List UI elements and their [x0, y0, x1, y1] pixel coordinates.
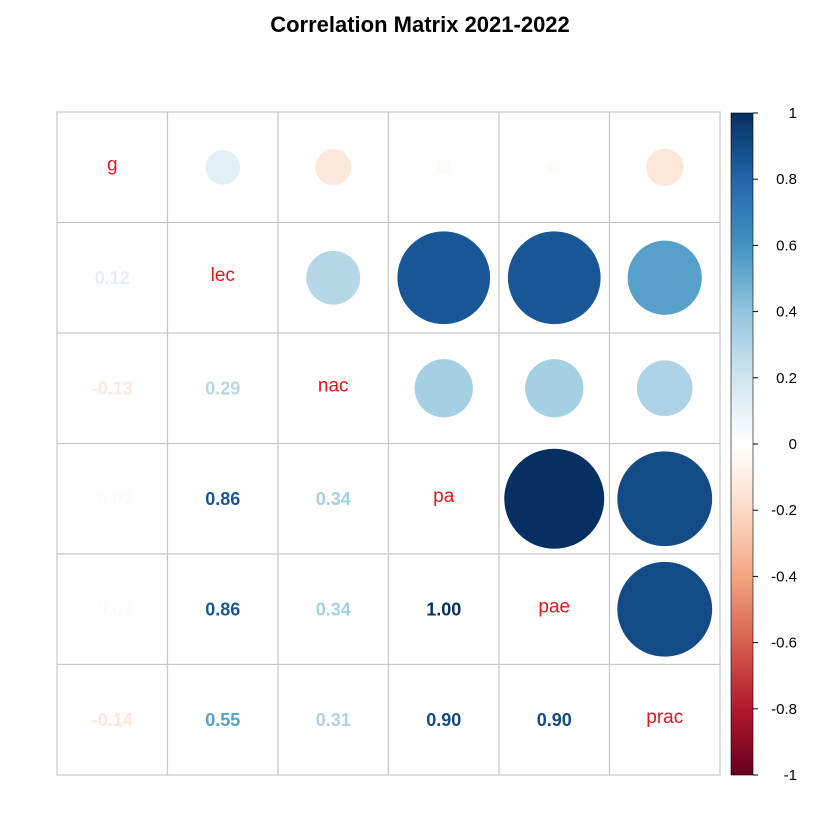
correlation-value-pae-lec: 0.86 — [205, 599, 240, 619]
correlation-value-pae-g: -0.02 — [92, 599, 133, 619]
colorbar-tick-label: 0 — [789, 436, 797, 453]
correlation-value-prac-pa: 0.90 — [426, 710, 461, 730]
matrix-cell-4-0 — [56, 553, 169, 666]
chart-title: Correlation Matrix 2021-2022 — [270, 12, 570, 37]
correlation-circle-lec-pa — [397, 231, 491, 325]
matrix-cell-5-5 — [608, 663, 721, 776]
colorbar-tick-label: -1 — [784, 767, 797, 784]
colorbar-tick-label: -0.4 — [771, 568, 797, 585]
matrix-cell-1-1 — [166, 221, 279, 334]
colorbar-gradient — [730, 112, 754, 776]
matrix-cell-3-3 — [387, 442, 500, 555]
correlation-value-pae-pa: 1.00 — [426, 599, 461, 619]
variable-label-pae: pae — [538, 596, 570, 617]
matrix-cell-3-0 — [56, 442, 169, 555]
correlation-circle-nac-pa — [414, 359, 473, 418]
correlation-circle-pa-prac — [617, 451, 713, 547]
matrix-cell-5-4 — [498, 663, 611, 776]
matrix-cell-3-2 — [277, 442, 390, 555]
matrix-cell-2-1 — [166, 332, 279, 445]
colorbar-tick-label: 0.8 — [776, 171, 797, 188]
correlation-circle-g-pae — [547, 160, 562, 175]
matrix-cell-4-3 — [387, 553, 500, 666]
matrix-cell-5-3 — [387, 663, 500, 776]
matrix-cell-0-0 — [56, 111, 169, 224]
matrix-cell-5-0 — [56, 663, 169, 776]
colorbar-tick-label: 0.4 — [776, 304, 797, 321]
correlation-circle-nac-prac — [636, 360, 693, 417]
correlation-circle-g-nac — [315, 149, 352, 186]
matrix-cell-4-4 — [498, 553, 611, 666]
correlation-value-nac-g: -0.13 — [92, 378, 133, 398]
colorbar-tick-label: -0.6 — [771, 635, 797, 652]
colorbar: 1 0.8 0.6 0.4 0.2 0 -0.2 -0.4 -0.6 -0.8 -1 — [730, 105, 797, 784]
correlation-circle-pae-prac — [617, 561, 713, 657]
colorbar-tick-label: -0.2 — [771, 502, 797, 519]
variable-label-prac: prac — [646, 707, 683, 728]
colorbar-tick-label: -0.8 — [771, 701, 797, 718]
colorbar-tick-label: 0.2 — [776, 370, 797, 387]
matrix-cell-2-2 — [277, 332, 390, 445]
correlation-circle-lec-nac — [306, 250, 361, 305]
correlation-circle-g-lec — [205, 149, 241, 185]
correlation-value-prac-pae: 0.90 — [537, 710, 572, 730]
correlation-circle-nac-pae — [525, 359, 584, 418]
correlation-value-lec-g: 0.12 — [95, 268, 130, 288]
correlation-value-prac-g: -0.14 — [92, 710, 133, 730]
variable-label-nac: nac — [318, 375, 349, 396]
correlation-circle-g-pa — [436, 160, 451, 175]
variable-label-g: g — [107, 154, 118, 175]
correlation-circle-pa-pae — [504, 448, 605, 549]
correlation-value-pa-g: -0.02 — [92, 489, 133, 509]
colorbar-tick-label: 1 — [789, 105, 797, 122]
correlation-value-prac-lec: 0.55 — [205, 710, 240, 730]
correlation-value-prac-nac: 0.31 — [316, 710, 351, 730]
matrix-cell-2-0 — [56, 332, 169, 445]
colorbar-tick-label: 0.6 — [776, 237, 797, 254]
matrix-cell-4-2 — [277, 553, 390, 666]
variable-label-pa: pa — [433, 486, 455, 507]
correlation-value-nac-lec: 0.29 — [205, 378, 240, 398]
correlation-value-pa-lec: 0.86 — [205, 489, 240, 509]
matrix-cell-3-1 — [166, 442, 279, 555]
correlation-value-pa-nac: 0.34 — [316, 489, 351, 509]
matrix-grid: g 0.12 lec -0.13 0.29 nac -0.02 0.86 0.34 pa -0.02… — [56, 111, 721, 776]
correlation-circle-g-prac — [646, 148, 684, 186]
correlation-circle-lec-pae — [507, 231, 601, 325]
correlation-value-pae-nac: 0.34 — [316, 599, 351, 619]
variable-label-lec: lec — [211, 265, 235, 286]
correlation-circle-lec-prac — [627, 240, 702, 315]
